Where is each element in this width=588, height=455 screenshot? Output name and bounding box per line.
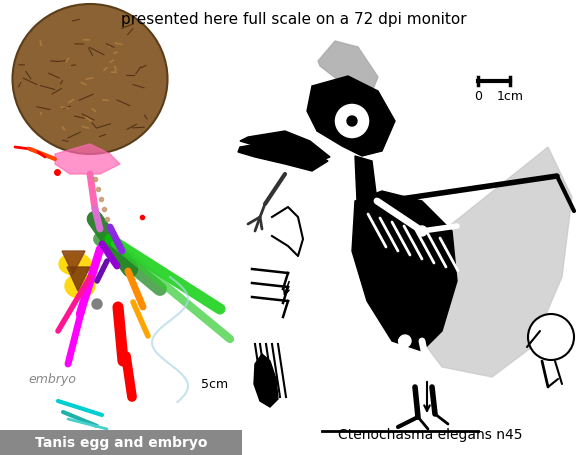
Polygon shape	[318, 42, 378, 102]
Polygon shape	[67, 268, 90, 291]
Polygon shape	[307, 77, 395, 157]
Polygon shape	[62, 252, 85, 274]
Ellipse shape	[59, 253, 91, 275]
Polygon shape	[385, 148, 572, 377]
Circle shape	[399, 335, 411, 347]
Circle shape	[417, 227, 427, 237]
Polygon shape	[240, 131, 330, 165]
Polygon shape	[254, 354, 278, 407]
Text: 5cm: 5cm	[201, 377, 228, 390]
Polygon shape	[355, 157, 377, 212]
Circle shape	[528, 314, 574, 360]
Ellipse shape	[12, 5, 168, 155]
Text: Tanis egg and embryo: Tanis egg and embryo	[35, 435, 207, 450]
Text: 1cm: 1cm	[496, 90, 523, 103]
Circle shape	[347, 117, 357, 127]
Polygon shape	[238, 142, 328, 172]
Bar	[0, 430, 242, 455]
Ellipse shape	[65, 274, 95, 298]
Circle shape	[333, 103, 371, 141]
Circle shape	[92, 299, 102, 309]
Text: Ctenochasma elegans n45: Ctenochasma elegans n45	[338, 427, 522, 441]
Text: embryo: embryo	[28, 372, 76, 385]
Polygon shape	[55, 145, 120, 175]
Text: presented here full scale on a 72 dpi monitor: presented here full scale on a 72 dpi mo…	[121, 12, 467, 27]
Text: 0: 0	[474, 90, 482, 103]
Polygon shape	[352, 192, 457, 351]
